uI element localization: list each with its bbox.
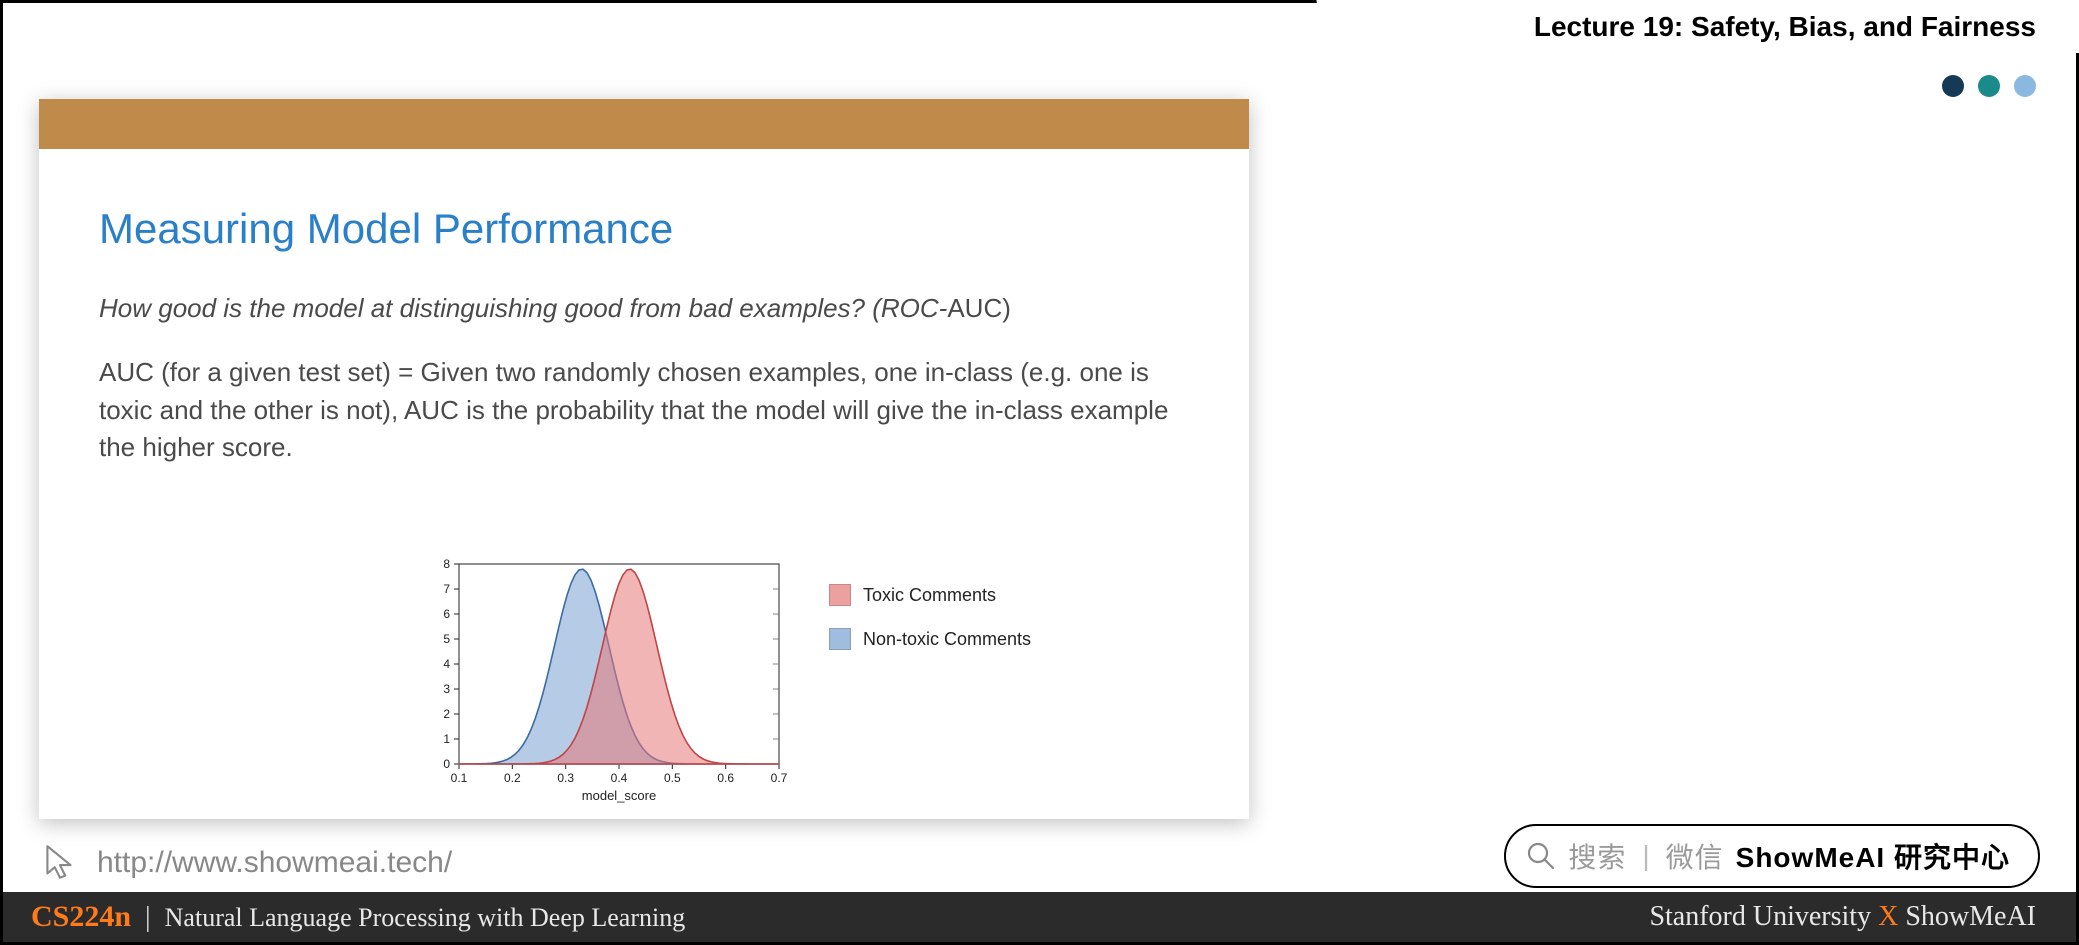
slide-body: Measuring Model Performance How good is … bbox=[39, 149, 1249, 487]
slide-subtitle: How good is the model at distinguishing … bbox=[99, 293, 1189, 324]
dot-3 bbox=[2014, 75, 2036, 97]
svg-text:4: 4 bbox=[443, 657, 450, 671]
legend-swatch bbox=[829, 584, 851, 606]
svg-text:0.7: 0.7 bbox=[771, 771, 788, 785]
footer-bar: CS224n | Natural Language Processing wit… bbox=[3, 892, 2076, 942]
footer-divider: | bbox=[145, 902, 151, 934]
svg-text:0.2: 0.2 bbox=[504, 771, 521, 785]
footer-brand: ShowMeAI bbox=[1898, 901, 2036, 932]
decorative-dots bbox=[1942, 75, 2036, 97]
svg-text:5: 5 bbox=[443, 632, 450, 646]
url-text: http://www.showmeai.tech/ bbox=[97, 846, 452, 880]
cursor-icon bbox=[39, 842, 81, 884]
svg-text:model_score: model_score bbox=[582, 788, 656, 803]
legend-swatch bbox=[829, 628, 851, 650]
search-pill[interactable]: 搜索 | 微信 ShowMeAI 研究中心 bbox=[1504, 824, 2040, 888]
search-hint-2: 微信 bbox=[1666, 836, 1724, 876]
footer-left: CS224n | Natural Language Processing wit… bbox=[31, 900, 685, 934]
subtitle-italic: How good is the model at distinguishing … bbox=[99, 293, 947, 323]
footer-university: Stanford University bbox=[1649, 901, 1878, 932]
svg-text:1: 1 bbox=[443, 732, 450, 746]
slide-title: Measuring Model Performance bbox=[99, 205, 1189, 253]
search-icon bbox=[1526, 841, 1556, 871]
dot-2 bbox=[1978, 75, 2000, 97]
search-bold: ShowMeAI 研究中心 bbox=[1736, 836, 2010, 876]
course-name: Natural Language Processing with Deep Le… bbox=[165, 903, 686, 933]
svg-text:0.5: 0.5 bbox=[664, 771, 681, 785]
chart-legend: Toxic Comments Non-toxic Comments bbox=[829, 584, 1031, 672]
slide-top-bar bbox=[39, 99, 1249, 149]
legend-item: Toxic Comments bbox=[829, 584, 1031, 606]
legend-label: Non-toxic Comments bbox=[863, 629, 1031, 650]
url-row: http://www.showmeai.tech/ bbox=[39, 842, 452, 884]
footer-right: Stanford University X ShowMeAI bbox=[1649, 901, 2036, 933]
svg-text:0: 0 bbox=[443, 757, 450, 771]
svg-text:2: 2 bbox=[443, 707, 450, 721]
svg-text:0.3: 0.3 bbox=[557, 771, 574, 785]
chart-container: 0 1 2 3 4 5 6 7 8 0.1 0.2 0.3 0.4 0.5 0.6 0.7 model_scor… bbox=[419, 554, 1179, 814]
subtitle-tail: AUC) bbox=[947, 293, 1011, 323]
density-chart: 0 1 2 3 4 5 6 7 8 0.1 0.2 0.3 0.4 0.5 0.6 0.7 model_scor… bbox=[419, 554, 799, 814]
legend-item: Non-toxic Comments bbox=[829, 628, 1031, 650]
lecture-title: Lecture 19: Safety, Bias, and Fairness bbox=[1534, 11, 2036, 43]
search-divider: | bbox=[1642, 840, 1649, 872]
svg-text:7: 7 bbox=[443, 582, 450, 596]
slide-paragraph: AUC (for a given test set) = Given two r… bbox=[99, 354, 1189, 467]
svg-text:0.6: 0.6 bbox=[717, 771, 734, 785]
search-hint-1: 搜索 bbox=[1568, 836, 1626, 876]
dot-1 bbox=[1942, 75, 1964, 97]
footer-x: X bbox=[1878, 901, 1898, 932]
course-code: CS224n bbox=[31, 900, 131, 934]
legend-label: Toxic Comments bbox=[863, 585, 996, 606]
svg-text:3: 3 bbox=[443, 682, 450, 696]
svg-text:6: 6 bbox=[443, 607, 450, 621]
svg-text:0.1: 0.1 bbox=[451, 771, 468, 785]
svg-text:8: 8 bbox=[443, 557, 450, 571]
slide-card: Measuring Model Performance How good is … bbox=[39, 99, 1249, 819]
svg-text:0.4: 0.4 bbox=[611, 771, 628, 785]
